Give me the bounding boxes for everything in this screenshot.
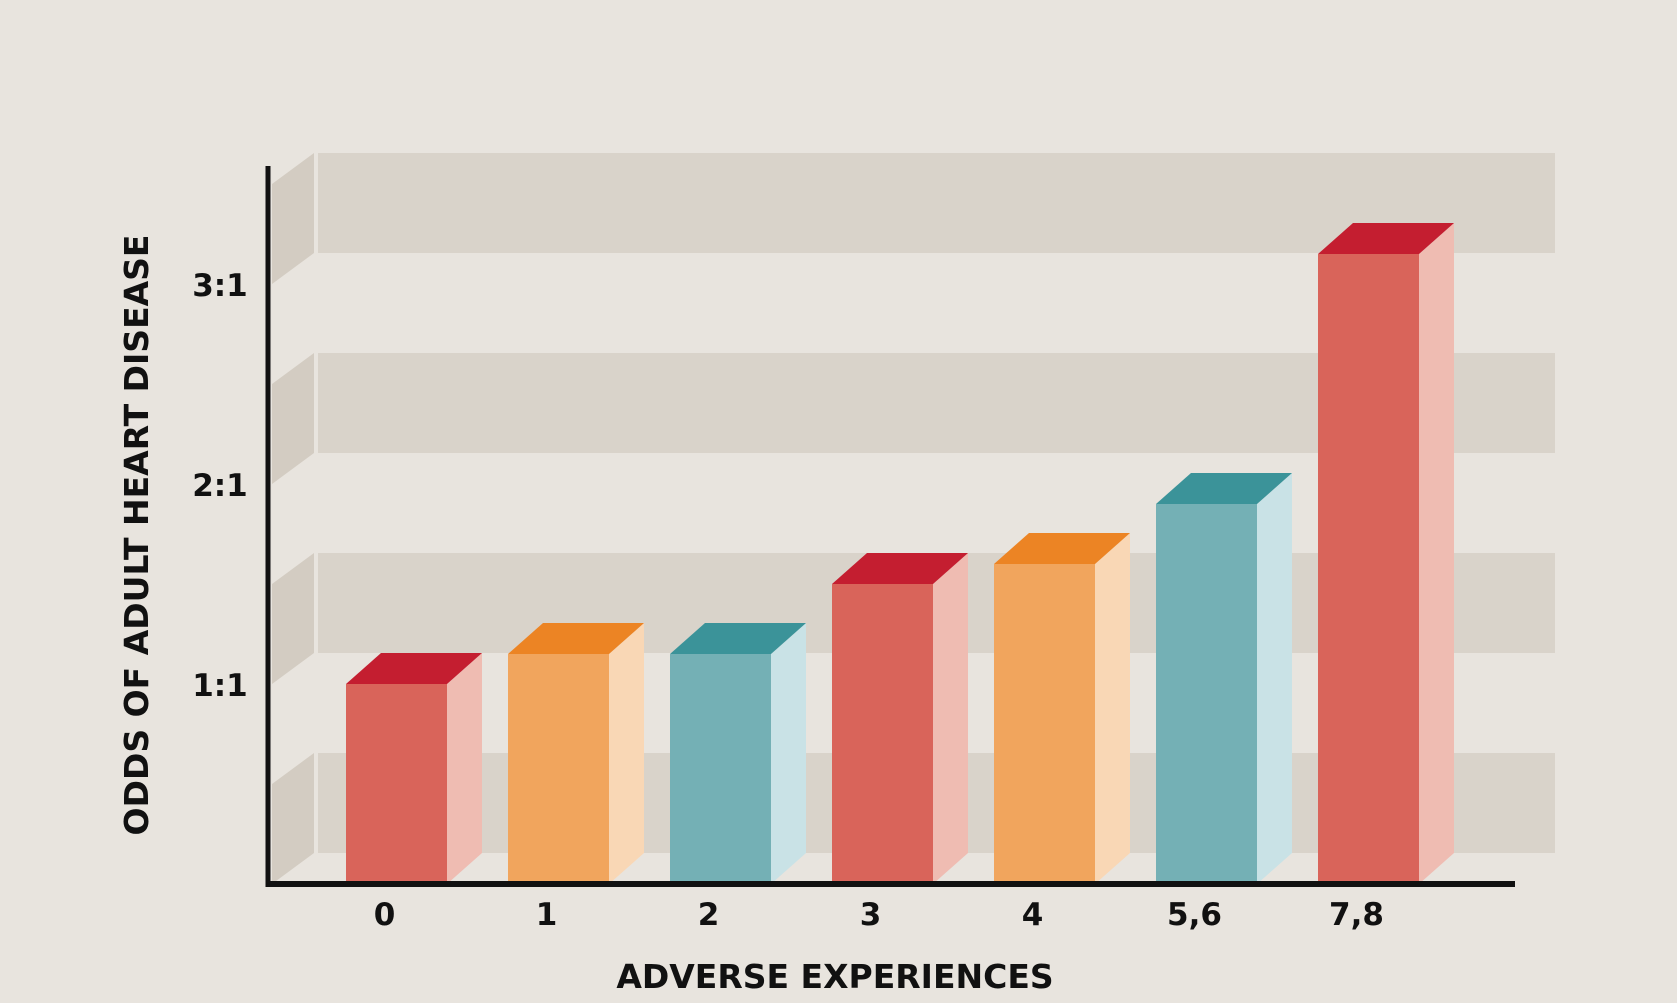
grid-band-side bbox=[272, 353, 314, 484]
bar bbox=[1318, 223, 1454, 884]
bar-side bbox=[1419, 223, 1454, 884]
x-axis-label: ADVERSE EXPERIENCES bbox=[616, 957, 1053, 996]
grid-band-side bbox=[272, 153, 314, 284]
bar-front bbox=[508, 654, 609, 884]
bar-front bbox=[346, 684, 447, 884]
bar-front bbox=[1156, 504, 1257, 884]
bar-top bbox=[1156, 473, 1292, 504]
x-tick-labels: 0 1 2 3 4 5,6 7,8 bbox=[374, 897, 1384, 933]
bar-front bbox=[994, 564, 1095, 884]
x-tick-label: 1 bbox=[536, 897, 558, 933]
y-tick-label: 3:1 bbox=[192, 268, 248, 304]
y-axis-label: ODDS OF ADULT HEART DISEASE bbox=[117, 235, 156, 836]
bar bbox=[994, 533, 1130, 884]
bar-front bbox=[1318, 254, 1419, 884]
bar bbox=[670, 623, 806, 884]
bar-top bbox=[508, 623, 644, 654]
bar-side bbox=[447, 653, 482, 884]
bar-side bbox=[933, 553, 968, 884]
bar-side bbox=[609, 623, 644, 884]
bar bbox=[508, 623, 644, 884]
bar-top bbox=[832, 553, 968, 584]
bar-side bbox=[1257, 473, 1292, 884]
bar bbox=[346, 653, 482, 884]
x-tick-label: 3 bbox=[860, 897, 882, 933]
bar-top bbox=[994, 533, 1130, 564]
bar-side bbox=[1095, 533, 1130, 884]
bar-side bbox=[771, 623, 806, 884]
y-tick-label: 1:1 bbox=[192, 668, 248, 704]
x-tick-label: 7,8 bbox=[1329, 897, 1384, 933]
bar-top bbox=[346, 653, 482, 684]
x-tick-label: 0 bbox=[374, 897, 396, 933]
grid-band-side bbox=[272, 553, 314, 684]
bar-top bbox=[670, 623, 806, 654]
y-tick-labels: 1:1 2:1 3:1 bbox=[192, 268, 248, 704]
bar-front bbox=[670, 654, 771, 884]
bar-top bbox=[1318, 223, 1454, 254]
bar-front bbox=[832, 584, 933, 884]
grid-band-side bbox=[272, 753, 314, 884]
bars bbox=[346, 223, 1454, 884]
axes bbox=[265, 166, 1515, 887]
bar bbox=[832, 553, 968, 884]
x-tick-label: 2 bbox=[698, 897, 720, 933]
x-tick-label: 5,6 bbox=[1167, 897, 1222, 933]
bar bbox=[1156, 473, 1292, 884]
y-tick-label: 2:1 bbox=[192, 468, 248, 504]
x-tick-label: 4 bbox=[1022, 897, 1044, 933]
